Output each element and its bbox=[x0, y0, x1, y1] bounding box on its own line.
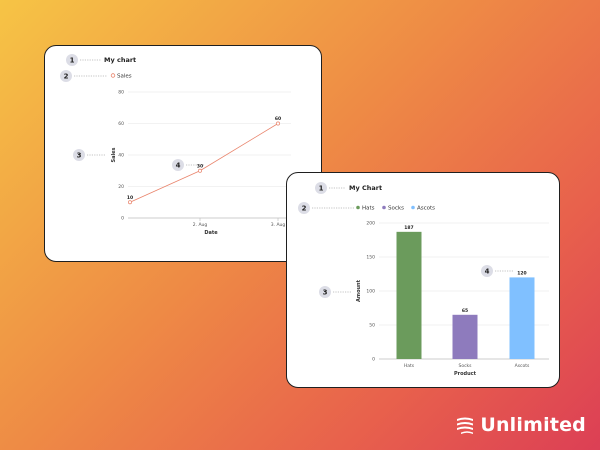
bar-value-label: 187 bbox=[404, 225, 413, 231]
bar-chart-card: 1 My Chart 2 Hats Socks Ascots 3 Amount … bbox=[286, 172, 560, 388]
bar-hats[interactable] bbox=[396, 231, 422, 359]
y-tick-label: 100 bbox=[366, 289, 375, 295]
bar-series: 187 65 120 bbox=[396, 225, 535, 359]
bar-chart: 1 My Chart 2 Hats Socks Ascots 3 Amount … bbox=[298, 182, 549, 377]
chart-title: My chart bbox=[104, 56, 136, 64]
brand-name: Unlimited bbox=[480, 414, 586, 436]
y-axis-label: Sales bbox=[111, 147, 117, 162]
annotation-badge-3-text: 3 bbox=[323, 289, 328, 297]
x-tick-label: Socks bbox=[458, 363, 472, 369]
annotation-badge-1 bbox=[315, 182, 327, 194]
chart-title: My Chart bbox=[349, 184, 382, 192]
annotation-badge-4-text: 4 bbox=[485, 268, 490, 276]
unlimited-logo-icon bbox=[457, 417, 474, 434]
bar-value-label: 65 bbox=[462, 308, 468, 314]
data-point[interactable] bbox=[198, 168, 202, 173]
y-tick-label: 0 bbox=[372, 357, 375, 363]
y-tick-label: 80 bbox=[118, 90, 124, 96]
legend-marker-socks bbox=[382, 205, 386, 210]
data-point[interactable] bbox=[276, 121, 280, 126]
legend-marker-sales bbox=[110, 73, 116, 78]
annotation-badge-4 bbox=[481, 265, 493, 277]
line-chart: 1 My chart 2 Sales 3 Sales 80 60 40 20 0… bbox=[60, 54, 291, 236]
y-axis-label: Amount bbox=[356, 279, 362, 302]
y-tick-label: 150 bbox=[366, 255, 375, 261]
annotation-badge-1-text: 1 bbox=[319, 185, 324, 193]
legend-label-sales[interactable]: Sales bbox=[117, 74, 132, 80]
annotation-badge-1 bbox=[66, 54, 78, 66]
y-tick-label: 20 bbox=[118, 184, 124, 190]
annotation-badge-2 bbox=[298, 202, 310, 214]
data-point[interactable] bbox=[128, 200, 132, 205]
y-tick-label: 40 bbox=[118, 153, 124, 159]
y-tick-label: 200 bbox=[366, 221, 375, 227]
bar-value-label: 120 bbox=[517, 270, 526, 276]
line-series-sales: 10 30 60 bbox=[127, 116, 281, 205]
data-label: 30 bbox=[197, 163, 203, 169]
annotation-badge-2 bbox=[60, 70, 72, 82]
data-label: 60 bbox=[275, 116, 281, 122]
brand-logo: Unlimited bbox=[455, 414, 586, 436]
y-tick-label: 60 bbox=[118, 121, 124, 127]
x-tick-label: 3. Aug bbox=[271, 222, 286, 228]
sales-line bbox=[129, 123, 279, 203]
legend-marker-ascots bbox=[411, 205, 415, 210]
legend-marker-hats bbox=[356, 205, 360, 210]
annotation-badge-2-text: 2 bbox=[64, 73, 69, 81]
x-tick-label: 2. Aug bbox=[193, 222, 208, 228]
annotation-badge-1-text: 1 bbox=[70, 57, 75, 65]
line-chart-card: 1 My chart 2 Sales 3 Sales 80 60 40 20 0… bbox=[44, 45, 322, 262]
annotation-badge-2-text: 2 bbox=[302, 205, 307, 213]
legend-label-ascots[interactable]: Ascots bbox=[417, 206, 435, 212]
legend-label-hats[interactable]: Hats bbox=[362, 206, 375, 212]
legend-label-socks[interactable]: Socks bbox=[388, 206, 404, 212]
y-gridlines bbox=[128, 91, 291, 219]
x-tick-label: Ascots bbox=[515, 363, 530, 369]
x-tick-label: Hats bbox=[404, 363, 415, 369]
x-axis-label: Date bbox=[204, 230, 218, 236]
annotation-badge-3 bbox=[319, 286, 331, 298]
annotation-badge-3-text: 3 bbox=[77, 152, 82, 160]
x-axis-label: Product bbox=[454, 371, 477, 377]
annotation-badge-4-text: 4 bbox=[176, 162, 181, 170]
annotation-badge-4 bbox=[172, 159, 184, 171]
bar-ascots[interactable] bbox=[509, 277, 535, 359]
y-tick-label: 50 bbox=[369, 323, 375, 329]
y-tick-label: 0 bbox=[121, 216, 124, 222]
annotation-badge-3 bbox=[73, 149, 85, 161]
data-label: 10 bbox=[127, 195, 133, 201]
bar-socks[interactable] bbox=[452, 314, 478, 359]
